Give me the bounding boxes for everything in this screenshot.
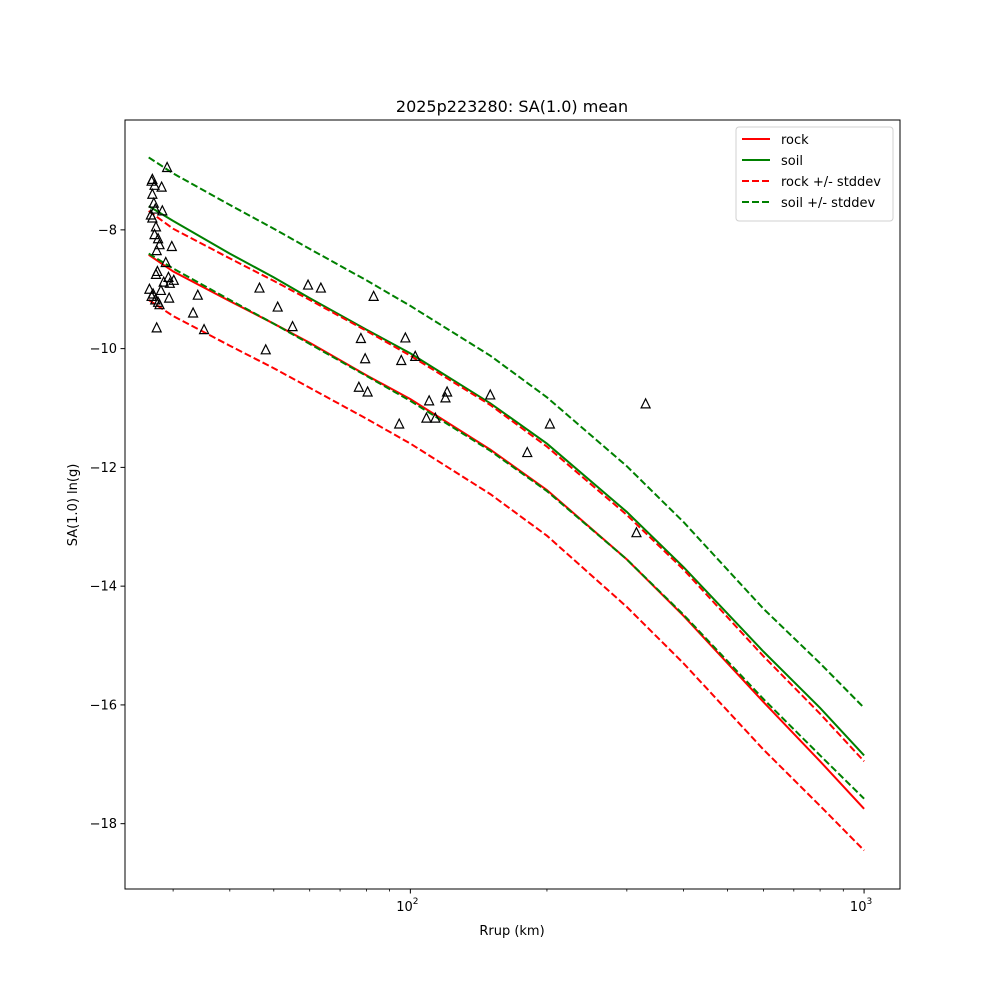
plot-frame [124, 119, 901, 890]
observation-marker [158, 275, 170, 287]
y-tick-label: −14 [90, 580, 117, 595]
observation-marker [302, 278, 314, 290]
observation-marker [395, 354, 407, 366]
observation-marker [484, 388, 496, 400]
series-line-2 [148, 210, 865, 762]
observation-marker [355, 332, 367, 344]
observation-marker [156, 180, 168, 192]
observation-marker [630, 526, 642, 538]
observation-marker [146, 187, 158, 199]
observation-marker [260, 343, 272, 355]
observation-marker [198, 323, 210, 335]
observation-marker [166, 240, 178, 252]
observation-marker [151, 321, 163, 333]
plot-area [143, 156, 865, 852]
series-line-1 [148, 205, 865, 757]
y-axis-label: SA(1.0) ln(g) [66, 464, 81, 547]
observation-marker [287, 320, 299, 332]
observation-marker [420, 411, 432, 423]
series-line-5 [148, 252, 865, 800]
observation-marker [150, 268, 162, 279]
observation-marker [149, 228, 161, 240]
legend-label: soil [781, 154, 803, 169]
series-line-4 [148, 156, 865, 709]
observation-marker [192, 288, 204, 300]
observation-marker [353, 380, 365, 392]
observation-marker [423, 394, 435, 406]
observation-marker [164, 276, 176, 288]
observation-marker [254, 281, 265, 293]
observation-marker [154, 298, 165, 310]
observation-marker [362, 385, 374, 397]
observation-marker [154, 238, 165, 250]
series-line-3 [148, 299, 865, 852]
observation-marker [150, 220, 162, 232]
observation-marker [163, 291, 175, 303]
observation-marker [149, 202, 161, 214]
observation-marker [151, 244, 163, 256]
legend-label: soil +/- stddev [781, 196, 876, 211]
observation-marker [521, 446, 533, 458]
legend-box [735, 126, 894, 222]
observation-marker [544, 417, 556, 429]
observation-marker [439, 391, 451, 403]
observation-marker [146, 290, 158, 301]
observation-marker [146, 211, 158, 223]
observation-marker [168, 273, 180, 285]
legend: rock soil rock +/- stddev soil +/- stddev [735, 126, 894, 222]
observation-marker [640, 397, 652, 409]
observation-marker [441, 385, 453, 397]
observation-marker [160, 256, 172, 268]
observation-marker [368, 290, 380, 301]
x-axis-label: Rrup (km) [479, 924, 544, 939]
series-group [143, 156, 865, 852]
y-tick-label: −10 [90, 342, 117, 357]
observation-marker [156, 204, 168, 216]
y-tick-label: −8 [98, 223, 117, 238]
observation-marker [143, 282, 155, 294]
observation-marker [315, 281, 327, 293]
observation-marker [359, 352, 371, 364]
observation-marker [272, 300, 284, 312]
y-tick-label: −12 [90, 461, 117, 476]
observation-marker [409, 349, 421, 361]
observation-marker [187, 306, 199, 318]
observation-marker [155, 284, 167, 296]
y-tick-label: −16 [90, 698, 117, 713]
chart-title: 2025p223280: SA(1.0) mean [396, 97, 628, 116]
legend-label: rock [781, 133, 809, 148]
observation-marker [161, 161, 173, 173]
y-tick-label: −18 [90, 817, 117, 832]
observation-marker [393, 417, 405, 429]
observation-marker [429, 411, 441, 423]
observation-marker [149, 178, 161, 190]
legend-label: rock +/- stddev [781, 175, 881, 190]
observation-marker [399, 331, 411, 343]
